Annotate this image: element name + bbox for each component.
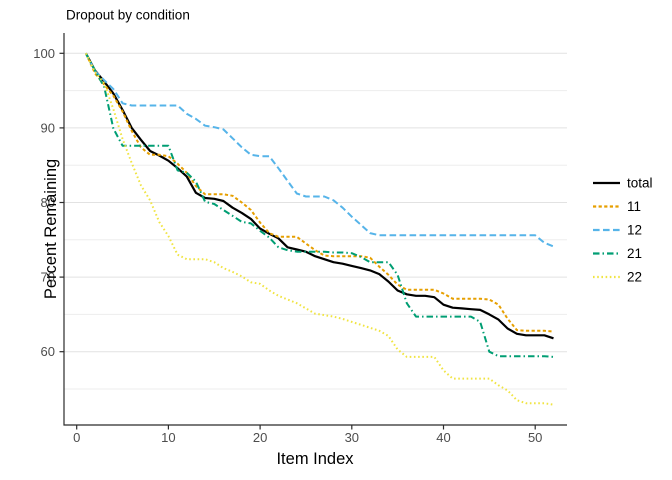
series-line-11 [84, 52, 554, 333]
legend: total 11 12 21 22 [593, 176, 653, 285]
x-tick-labels: 0 10 20 30 40 50 [73, 430, 542, 445]
x-tick-label: 20 [253, 430, 267, 445]
gridlines [64, 52, 567, 390]
legend-label-11: 11 [627, 199, 641, 214]
x-tick-label: 40 [436, 430, 450, 445]
legend-label-12: 12 [627, 223, 642, 238]
y-tick-label: 90 [41, 120, 55, 135]
series-line-total [84, 52, 554, 340]
axis-lines [63, 33, 567, 426]
series-lines [84, 52, 554, 406]
legend-label-22: 22 [627, 270, 642, 285]
y-tick-label: 70 [41, 270, 55, 285]
series-line-22 [85, 52, 554, 406]
series-line-21 [85, 52, 554, 358]
legend-label-total: total [627, 176, 653, 191]
y-tick-labels: 60 70 80 90 100 [33, 46, 55, 359]
x-axis-title: Item Index [276, 450, 354, 468]
y-tick-label: 60 [41, 344, 55, 359]
series-line-12 [85, 52, 554, 248]
y-tick-label: 80 [41, 195, 55, 210]
x-tick-label: 30 [345, 430, 359, 445]
chart-title: Dropout by condition [66, 8, 190, 23]
axes [59, 33, 567, 430]
x-tick-label: 50 [528, 430, 542, 445]
y-axis-title: Percent Remaining [42, 159, 60, 299]
x-tick-label: 10 [161, 430, 175, 445]
legend-label-21: 21 [627, 246, 642, 261]
y-tick-label: 100 [33, 46, 55, 61]
x-tick-label: 0 [73, 430, 80, 445]
